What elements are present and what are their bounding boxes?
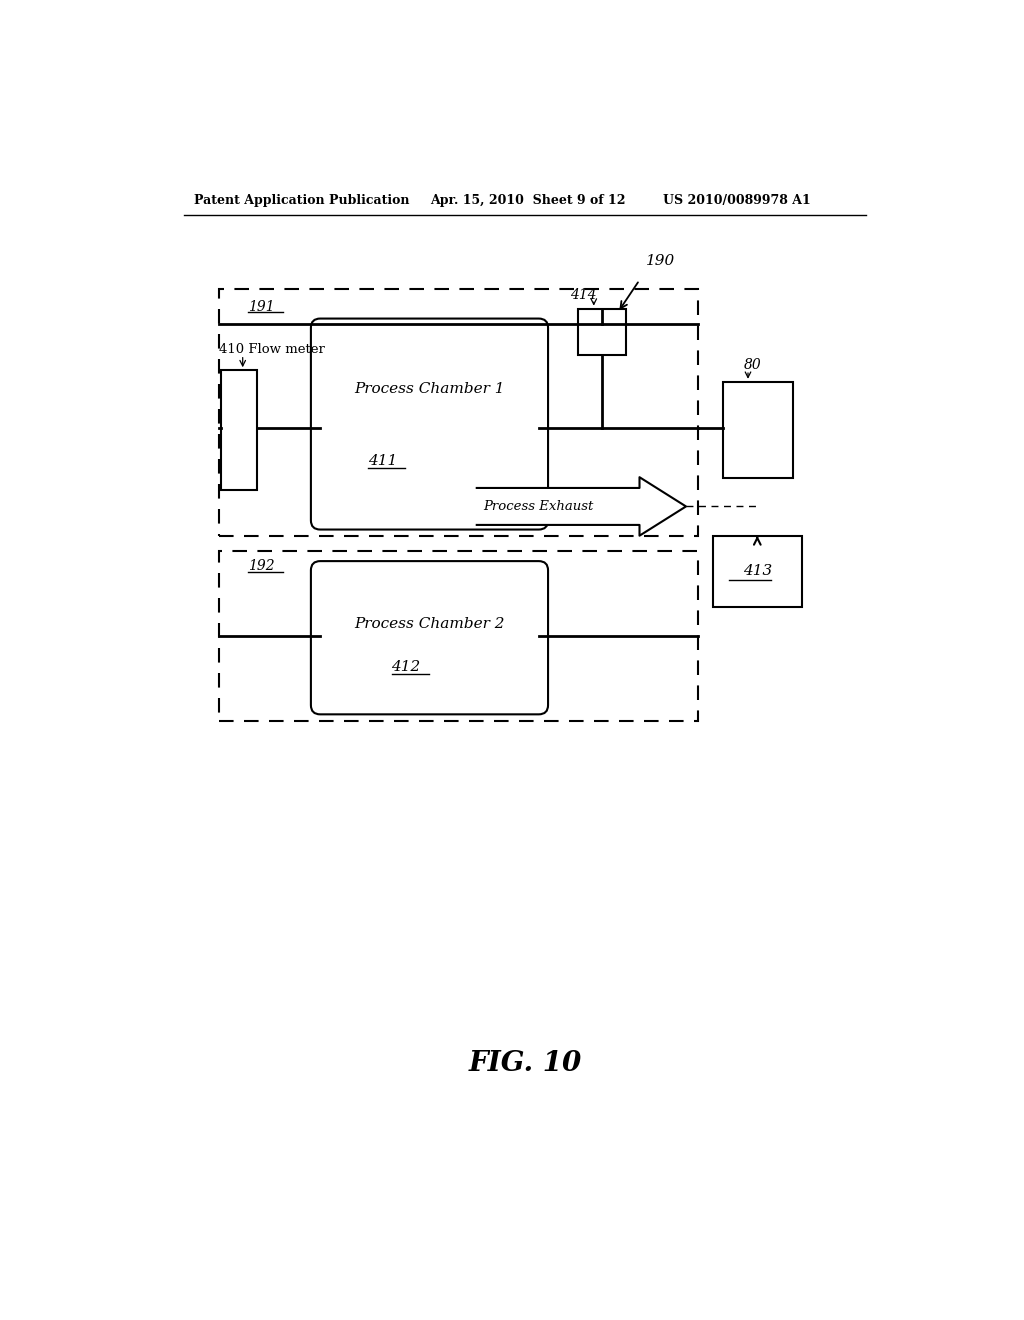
Text: 412: 412: [391, 660, 421, 673]
Text: 191: 191: [248, 300, 274, 314]
Text: 192: 192: [248, 560, 274, 573]
Text: Apr. 15, 2010  Sheet 9 of 12: Apr. 15, 2010 Sheet 9 of 12: [430, 194, 626, 207]
Bar: [219, 289, 697, 536]
Bar: [713, 536, 802, 607]
Text: 413: 413: [742, 564, 772, 578]
Text: 411: 411: [369, 454, 397, 469]
Text: 190: 190: [646, 253, 675, 268]
Text: 414: 414: [569, 289, 596, 302]
Text: Process Exhaust: Process Exhaust: [483, 500, 593, 513]
Text: 80: 80: [744, 358, 762, 372]
Text: 410 Flow meter: 410 Flow meter: [219, 343, 326, 356]
Text: Process Chamber 2: Process Chamber 2: [354, 618, 505, 631]
Bar: [221, 370, 257, 490]
Text: Process Chamber 1: Process Chamber 1: [354, 383, 505, 396]
FancyBboxPatch shape: [311, 318, 548, 529]
Bar: [578, 309, 627, 355]
Text: Patent Application Publication: Patent Application Publication: [194, 194, 410, 207]
Text: FIG. 10: FIG. 10: [468, 1049, 582, 1077]
Bar: [723, 381, 793, 478]
Bar: [219, 552, 697, 721]
Polygon shape: [477, 478, 686, 536]
FancyBboxPatch shape: [311, 561, 548, 714]
Text: US 2010/0089978 A1: US 2010/0089978 A1: [663, 194, 811, 207]
